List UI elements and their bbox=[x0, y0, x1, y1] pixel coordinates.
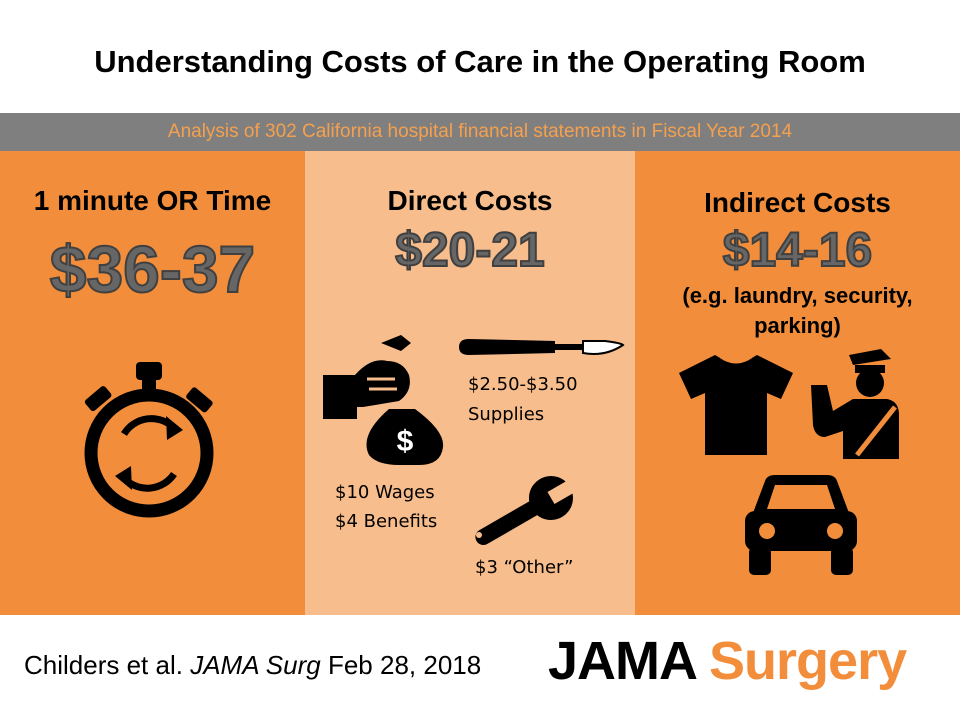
other-cost-text: $3 “Other” bbox=[475, 557, 574, 578]
citation-author: Childers et al. bbox=[24, 650, 183, 680]
indirect-costs-title: Indirect Costs bbox=[704, 187, 891, 218]
logo-jama: JAMA bbox=[548, 631, 696, 691]
wrench-icon bbox=[475, 476, 577, 545]
citation: Childers et al. JAMA Surg Feb 28, 2018 bbox=[24, 650, 481, 681]
jama-surgery-logo: JAMA Surgery bbox=[548, 630, 907, 692]
logo-surgery: Surgery bbox=[709, 631, 907, 691]
stopwatch-icon bbox=[84, 362, 214, 518]
indirect-examples-line1: (e.g. laundry, security, bbox=[682, 283, 913, 308]
or-time-title: 1 minute OR Time bbox=[33, 185, 272, 216]
benefits-text: $4 Benefits bbox=[335, 511, 438, 532]
scalpel-icon bbox=[459, 339, 625, 355]
direct-costs-amount: $20-21 bbox=[394, 223, 545, 278]
or-time-amount: $36-37 bbox=[49, 231, 257, 307]
direct-costs-title: Direct Costs bbox=[387, 185, 553, 216]
subtitle-text: Analysis of 302 California hospital fina… bbox=[167, 121, 793, 142]
supplies-amount: $2.50-$3.50 bbox=[468, 374, 578, 395]
citation-journal: JAMA Surg bbox=[190, 650, 321, 680]
tshirt-icon bbox=[679, 355, 793, 455]
indirect-costs-panel: Indirect Costs $14-16 (e.g. laundry, sec… bbox=[635, 151, 960, 615]
wages-text: $10 Wages bbox=[335, 482, 435, 503]
direct-costs-panel: Direct Costs $20-21 $ $2.50-$3.50 Suppli… bbox=[305, 151, 635, 615]
car-icon bbox=[745, 475, 857, 575]
citation-date: Feb 28, 2018 bbox=[327, 650, 482, 680]
security-guard-icon bbox=[811, 349, 899, 459]
supplies-label: Supplies bbox=[468, 404, 545, 425]
svg-text:$: $ bbox=[397, 425, 414, 458]
subtitle-bar: Analysis of 302 California hospital fina… bbox=[0, 113, 960, 151]
money-bag-icon: $ bbox=[323, 335, 444, 465]
indirect-costs-amount: $14-16 bbox=[722, 223, 873, 278]
or-time-panel: 1 minute OR Time $36-37 bbox=[0, 151, 305, 615]
page-title: Understanding Costs of Care in the Opera… bbox=[94, 44, 866, 79]
indirect-examples-line2: parking) bbox=[754, 313, 841, 338]
